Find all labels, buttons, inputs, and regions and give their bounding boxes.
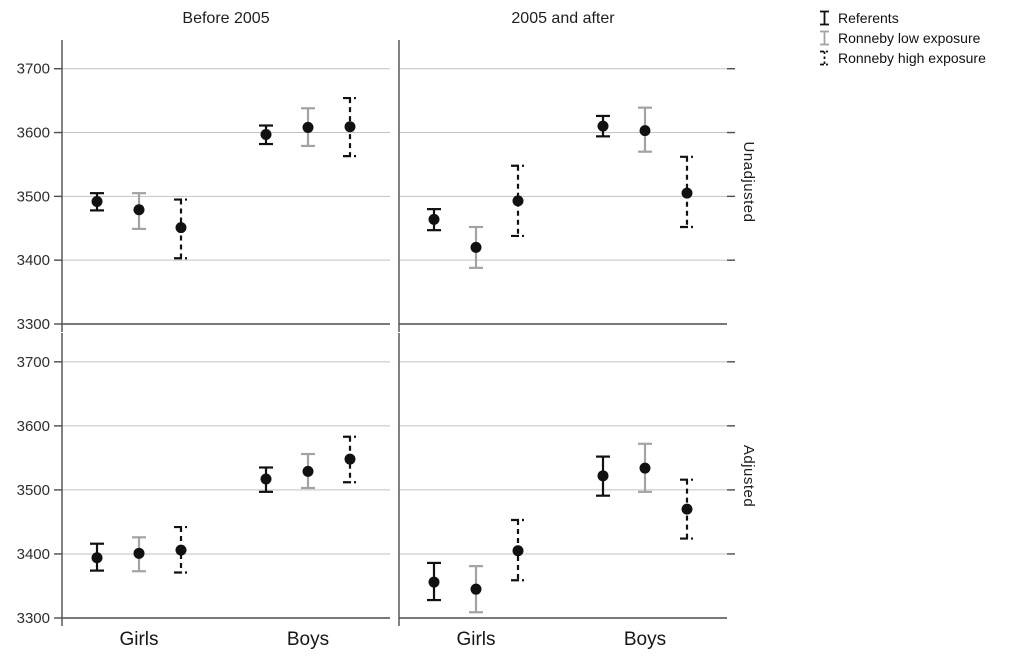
errorbar-point-girls-series-1 (469, 225, 483, 269)
panel-unadjusted-0: 3300 3400 3500 3600 3700 (17, 40, 390, 333)
errorbar-point-girls-series-2 (174, 198, 188, 260)
y-tick-label: 3500 (17, 482, 50, 499)
point-estimate-dot (597, 470, 609, 482)
point-estimate-dot (175, 222, 187, 234)
errorbar-point-girls-series-2 (511, 164, 525, 238)
point-estimate-dot (681, 503, 693, 515)
panel-adjusted-0: 3300 3400 3500 3600 3700 (17, 333, 390, 627)
column-facet-title-before-2005: Before 2005 (182, 10, 270, 27)
errorbar-point-girls-series-2 (174, 525, 188, 574)
y-tick-label: 3300 (17, 316, 50, 333)
point-estimate-dot (302, 121, 314, 133)
point-estimate-dot (175, 544, 187, 556)
errorbar-point-boys-series-2 (680, 478, 694, 540)
x-axis-label-girls-left: Girls (119, 629, 159, 650)
point-estimate-dot (681, 187, 693, 199)
errorbar-point-girls-series-0 (427, 208, 441, 232)
errorbar-point-boys-series-2 (343, 435, 357, 484)
point-estimate-dot (133, 204, 145, 216)
point-estimate-dot (639, 462, 651, 474)
low-exposure-errorbar-icon (820, 30, 829, 45)
errorbar-point-girls-series-0 (90, 192, 104, 212)
y-tick-label: 3600 (17, 418, 50, 435)
errorbar-point-boys-series-0 (596, 455, 610, 497)
point-estimate-dot (470, 241, 482, 253)
y-tick-label: 3400 (17, 252, 50, 269)
legend: Referents Ronneby low exposure Ronneby h… (818, 8, 986, 67)
legend-item-ronneby-low-exposure: Ronneby low exposure (818, 28, 986, 47)
point-estimate-dot (260, 473, 272, 485)
y-tick-label: 3600 (17, 125, 50, 142)
point-estimate-dot (91, 552, 103, 564)
point-estimate-dot (639, 125, 651, 137)
point-estimate-dot (512, 195, 524, 207)
y-tick-label: 3300 (17, 610, 50, 627)
point-estimate-dot (428, 213, 440, 225)
point-estimate-dot (302, 465, 314, 477)
errorbar-point-boys-series-0 (596, 114, 610, 138)
x-axis-label-boys-right: Boys (623, 629, 667, 650)
errorbar-point-boys-series-2 (680, 155, 694, 229)
y-tick-label: 3400 (17, 546, 50, 563)
row-facet-label-unadjusted: Unadjusted (740, 141, 757, 223)
errorbar-point-boys-series-0 (259, 124, 273, 146)
point-estimate-dot (470, 583, 482, 595)
point-estimate-dot (428, 576, 440, 588)
errorbar-point-boys-series-1 (638, 106, 652, 153)
errorbar-point-girls-series-1 (132, 192, 146, 231)
point-estimate-dot (597, 120, 609, 132)
legend-label-ronneby-high-exposure: Ronneby high exposure (838, 49, 986, 66)
point-estimate-dot (133, 547, 145, 559)
x-axis-label-girls-right: Girls (456, 629, 496, 650)
errorbar-point-girls-series-1 (132, 536, 146, 573)
legend-label-ronneby-low-exposure: Ronneby low exposure (838, 29, 981, 46)
y-tick-label: 3500 (17, 188, 50, 205)
legend-item-ronneby-high-exposure: Ronneby high exposure (818, 48, 986, 67)
errorbar-point-boys-series-2 (343, 96, 357, 158)
point-estimate-dot (91, 195, 103, 207)
errorbar-point-boys-series-0 (259, 466, 273, 493)
panel-adjusted-1 (398, 333, 735, 626)
high-exposure-errorbar-icon (820, 50, 829, 65)
legend-label-referents: Referents (838, 9, 899, 26)
errorbar-point-boys-series-1 (638, 442, 652, 493)
point-estimate-dot (344, 453, 356, 465)
panel-unadjusted-1 (398, 40, 735, 332)
errorbar-point-boys-series-1 (301, 107, 315, 148)
y-tick-label: 3700 (17, 354, 50, 371)
errorbar-point-girls-series-2 (511, 518, 525, 582)
legend-item-referents: Referents (818, 8, 986, 27)
row-facet-label-adjusted: Adjusted (740, 444, 757, 508)
errorbar-point-boys-series-1 (301, 452, 315, 490)
column-facet-title-2005-and-after: 2005 and after (511, 10, 615, 27)
errorbar-point-girls-series-0 (427, 561, 441, 602)
point-estimate-dot (512, 545, 524, 557)
y-tick-label: 3700 (17, 61, 50, 78)
errorbar-point-girls-series-0 (90, 542, 104, 572)
point-estimate-dot (344, 121, 356, 133)
x-axis-label-boys-left: Boys (286, 629, 330, 650)
point-estimate-dot (260, 128, 272, 140)
errorbar-point-girls-series-1 (469, 565, 483, 614)
referents-errorbar-icon (820, 10, 829, 25)
